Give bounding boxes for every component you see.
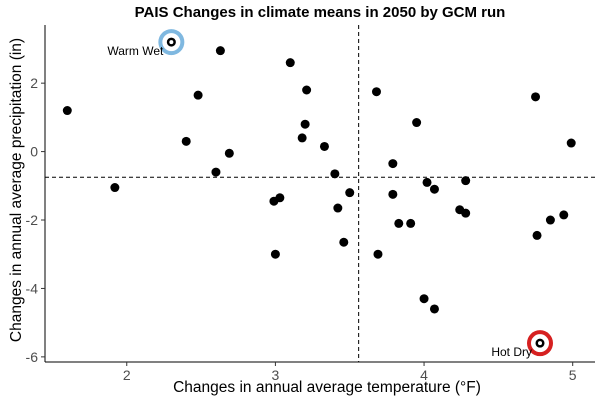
data-point [394, 218, 404, 228]
data-point [275, 193, 285, 203]
data-point [345, 188, 355, 198]
x-tick-label: 4 [420, 367, 428, 383]
data-point [461, 176, 471, 186]
data-point [559, 210, 569, 220]
data-point [302, 85, 312, 95]
data-point [330, 169, 340, 179]
chart-title: PAIS Changes in climate means in 2050 by… [135, 4, 506, 21]
highlight-ring [158, 29, 185, 56]
data-point [181, 136, 191, 146]
data-point [406, 218, 416, 228]
data-point [339, 237, 349, 247]
axes [44, 25, 595, 363]
data-point [215, 46, 225, 56]
y-tick-label: 0 [30, 144, 38, 160]
x-tick-label: 3 [272, 367, 280, 383]
data-point [429, 184, 439, 194]
highlight-center-dot [169, 40, 174, 45]
data-point [388, 189, 398, 199]
data-point [388, 159, 398, 169]
x-axis-label: Changes in annual average temperature (°… [173, 379, 481, 396]
data-point [270, 249, 280, 259]
data-point [461, 208, 471, 218]
y-tick-label: -2 [26, 212, 39, 228]
data-point [211, 167, 221, 177]
annotations: Warm Wet Hot Dry [107, 29, 553, 359]
data-point [532, 230, 542, 240]
y-axis-label: Changes in annual average precipitation … [8, 38, 25, 342]
reference-lines [45, 25, 595, 362]
data-point [419, 294, 429, 304]
data-point [373, 249, 383, 259]
data-point [429, 304, 439, 314]
annotation-label: Hot Dry [491, 345, 532, 359]
x-tick-label: 2 [123, 367, 131, 383]
data-point [300, 119, 310, 129]
data-point [110, 183, 120, 193]
data-point [319, 141, 329, 151]
annotation-label: Warm Wet [107, 44, 164, 58]
data-point [193, 90, 203, 100]
y-tick-label: -6 [26, 349, 39, 365]
x-tick-label: 5 [569, 367, 577, 383]
y-tick-label: 2 [30, 75, 38, 91]
data-point [297, 133, 307, 143]
highlight-ring [527, 330, 553, 357]
data-point [62, 106, 72, 116]
data-point [371, 87, 381, 97]
data-point [224, 148, 234, 158]
data-point [412, 118, 422, 128]
tick-labels: 2 3 4 5 -6 -4 -2 0 2 [26, 75, 577, 383]
data-point [545, 215, 555, 225]
data-point [531, 92, 541, 102]
data-point [422, 177, 432, 187]
data-point [285, 58, 295, 68]
y-tick-label: -4 [26, 280, 39, 296]
highlight-center-dot [538, 341, 542, 346]
data-point [566, 138, 576, 148]
data-point [333, 203, 343, 213]
data-points [62, 37, 576, 348]
